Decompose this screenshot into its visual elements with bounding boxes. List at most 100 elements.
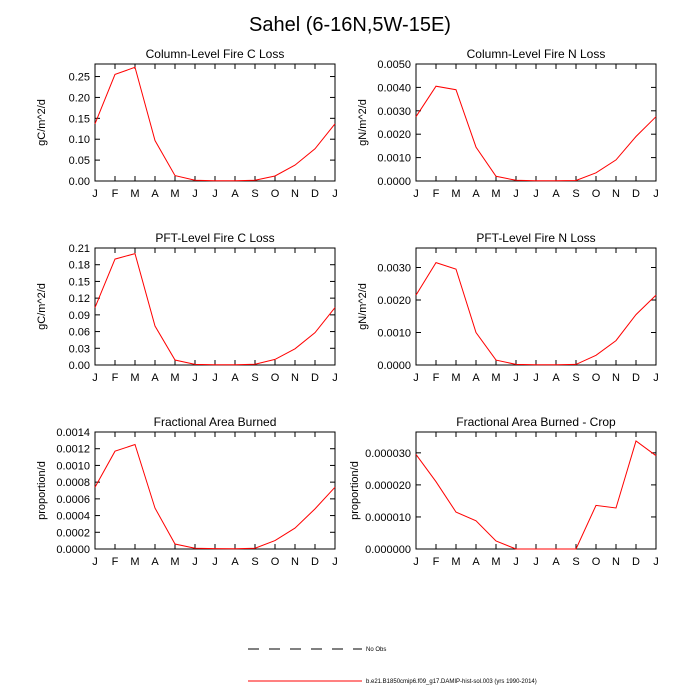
- y-tick-label: 0.15: [69, 276, 90, 288]
- x-tick-label: A: [472, 188, 480, 200]
- y-tick-label: 0.25: [69, 72, 90, 84]
- x-tick-label: D: [311, 372, 319, 384]
- y-tick-label: 0.0020: [377, 295, 411, 307]
- y-tick-label: 0.06: [69, 327, 90, 339]
- x-tick-label: O: [592, 188, 601, 200]
- y-tick-label: 0.0020: [377, 129, 411, 141]
- panel-title: Fractional Area Burned: [154, 415, 277, 429]
- x-tick-label: J: [653, 188, 659, 200]
- y-tick-label: 0.0012: [56, 444, 90, 456]
- x-tick-label: A: [472, 372, 480, 384]
- y-tick-label: 0.0006: [56, 494, 90, 506]
- x-tick-label: S: [572, 372, 579, 384]
- panel-title: PFT-Level Fire N Loss: [476, 231, 595, 245]
- x-tick-label: M: [451, 372, 460, 384]
- x-tick-label: O: [271, 188, 280, 200]
- legend: No Obs b.e21.B1850cmip6.f09_g17.DAMIP-his…: [248, 647, 537, 685]
- x-tick-label: J: [192, 556, 198, 568]
- x-tick-label: N: [291, 556, 299, 568]
- x-tick-label: A: [231, 372, 239, 384]
- y-tick-label: 0.10: [69, 134, 90, 146]
- legend-model-label: b.e21.B1850cmip6.f09_g17.DAMIP-hist-sol.…: [366, 679, 537, 685]
- y-axis-label: gC/m^2/d: [36, 99, 48, 146]
- y-tick-label: 0.0050: [377, 59, 411, 71]
- plot-frame: [94, 247, 336, 366]
- series-line: [94, 443, 336, 550]
- legend-obs-label: No Obs: [366, 647, 386, 653]
- x-tick-label: M: [491, 556, 500, 568]
- y-tick-label: 0.0040: [377, 82, 411, 94]
- y-tick-label: 0.0010: [377, 328, 411, 340]
- x-tick-label: J: [332, 188, 338, 200]
- y-axis-label: proportion/d: [349, 461, 361, 520]
- series-line: [94, 66, 336, 182]
- y-tick-label: 0.0030: [377, 106, 411, 118]
- x-tick-label: A: [151, 556, 159, 568]
- x-tick-label: N: [291, 372, 299, 384]
- x-tick-label: F: [112, 556, 119, 568]
- x-tick-label: O: [271, 372, 280, 384]
- x-tick-label: J: [513, 556, 519, 568]
- y-tick-label: 0.000030: [365, 448, 411, 460]
- y-tick-label: 0.09: [69, 310, 90, 322]
- x-tick-label: J: [92, 188, 98, 200]
- x-tick-label: S: [251, 556, 258, 568]
- y-tick-label: 0.0000: [377, 360, 411, 372]
- y-tick-label: 0.03: [69, 343, 90, 355]
- y-tick-label: 0.20: [69, 92, 90, 104]
- x-tick-label: M: [170, 188, 179, 200]
- page-title: Sahel (6-16N,5W-15E): [249, 14, 451, 36]
- x-tick-label: F: [433, 372, 440, 384]
- y-tick-label: 0.0014: [56, 427, 90, 439]
- x-tick-label: M: [130, 188, 139, 200]
- x-tick-label: J: [332, 372, 338, 384]
- x-tick-label: J: [192, 188, 198, 200]
- x-tick-label: D: [632, 188, 640, 200]
- y-tick-label: 0.0010: [56, 460, 90, 472]
- x-tick-label: N: [291, 188, 299, 200]
- y-tick-label: 0.000020: [365, 480, 411, 492]
- plot-frame: [94, 63, 336, 182]
- x-tick-label: J: [533, 372, 539, 384]
- panel-title: Column-Level Fire N Loss: [467, 47, 606, 61]
- x-tick-label: J: [513, 372, 519, 384]
- x-tick-label: O: [592, 556, 601, 568]
- x-tick-label: J: [513, 188, 519, 200]
- x-tick-label: A: [552, 372, 560, 384]
- x-tick-label: J: [413, 188, 419, 200]
- y-tick-label: 0.15: [69, 113, 90, 125]
- y-tick-label: 0.000000: [365, 544, 411, 556]
- x-tick-label: N: [612, 188, 620, 200]
- x-tick-label: F: [112, 188, 119, 200]
- x-tick-label: M: [170, 556, 179, 568]
- y-tick-label: 0.00: [69, 176, 90, 188]
- y-tick-label: 0.0010: [377, 153, 411, 165]
- x-tick-label: S: [572, 556, 579, 568]
- y-tick-label: 0.0002: [56, 527, 90, 539]
- plot-frame: [94, 431, 336, 550]
- x-tick-label: J: [332, 556, 338, 568]
- plot-frame: [415, 431, 657, 550]
- x-tick-label: J: [92, 556, 98, 568]
- x-tick-label: A: [231, 556, 239, 568]
- x-tick-label: D: [632, 372, 640, 384]
- plot-frame: [415, 247, 657, 366]
- plot-frame: [415, 63, 657, 182]
- x-tick-label: J: [192, 372, 198, 384]
- x-tick-label: A: [231, 188, 239, 200]
- y-tick-label: 0.21: [69, 243, 90, 255]
- panel-title: PFT-Level Fire C Loss: [155, 231, 274, 245]
- x-tick-label: S: [251, 188, 258, 200]
- y-axis-label: proportion/d: [36, 461, 48, 520]
- y-axis-label: gC/m^2/d: [36, 283, 48, 330]
- x-tick-label: M: [130, 556, 139, 568]
- x-tick-label: F: [112, 372, 119, 384]
- x-tick-label: A: [552, 188, 560, 200]
- series-line: [94, 252, 336, 366]
